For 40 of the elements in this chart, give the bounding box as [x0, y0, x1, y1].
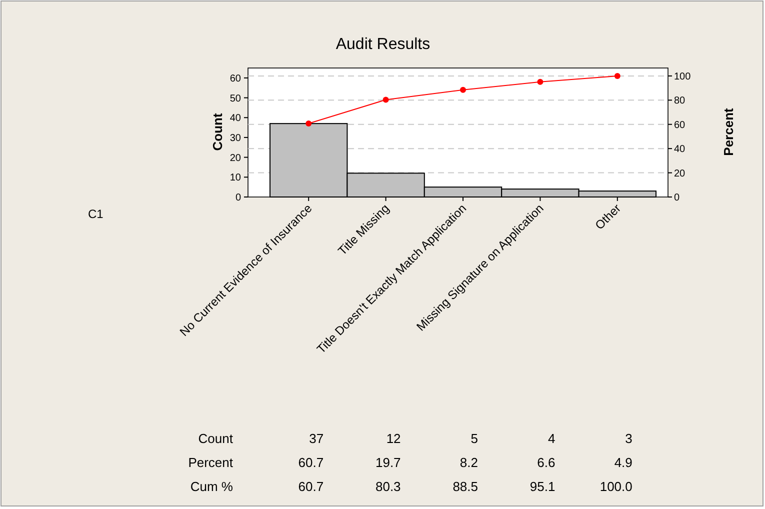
y-axis-title: Count [210, 112, 225, 151]
point [460, 86, 466, 93]
text: 8.2 [460, 455, 478, 470]
point [382, 96, 389, 103]
y2-axis-title: Percent [721, 107, 736, 156]
data-label: 80.3 [375, 479, 401, 494]
y-tick-label: 0 [235, 192, 242, 204]
text: C1 [88, 207, 104, 221]
text: 19.7 [375, 455, 401, 470]
y-tick-label: 60 [230, 73, 242, 84]
text: 60.7 [298, 455, 324, 470]
data-label: 5 [470, 431, 478, 446]
y-tick-label: 30 [230, 132, 242, 144]
y-tick-label: 40 [230, 113, 242, 124]
data-label: 3 [625, 431, 632, 446]
text: Cum % [190, 479, 234, 494]
y2-tick-label: 100 [674, 71, 692, 82]
point [306, 120, 312, 127]
y-tick-label: 10 [230, 172, 242, 184]
y-tick-label: 20 [230, 152, 242, 164]
y2-tick-label: 80 [674, 96, 686, 107]
y2-tick-label: 20 [674, 168, 686, 180]
data-label: 4 [548, 431, 556, 446]
text: Percent [188, 455, 234, 470]
data-label: 95.1 [530, 479, 556, 494]
data-label: 37 [309, 431, 324, 446]
y2-tick-label: 0 [674, 192, 680, 204]
point [537, 78, 544, 85]
data-label: 60.7 [298, 479, 324, 494]
y-tick-label: 50 [230, 93, 242, 104]
data-label: 12 [386, 431, 401, 446]
text: 6.6 [537, 455, 556, 470]
y2-tick-label: 60 [674, 120, 686, 131]
y2-tick-label: 40 [674, 144, 686, 156]
data-label: 88.5 [452, 479, 478, 494]
text: Count [198, 431, 234, 446]
data-label: 100.0 [600, 479, 632, 494]
text: 4.9 [614, 455, 632, 470]
point [614, 72, 620, 79]
chart-title: Audit Results [336, 36, 430, 53]
